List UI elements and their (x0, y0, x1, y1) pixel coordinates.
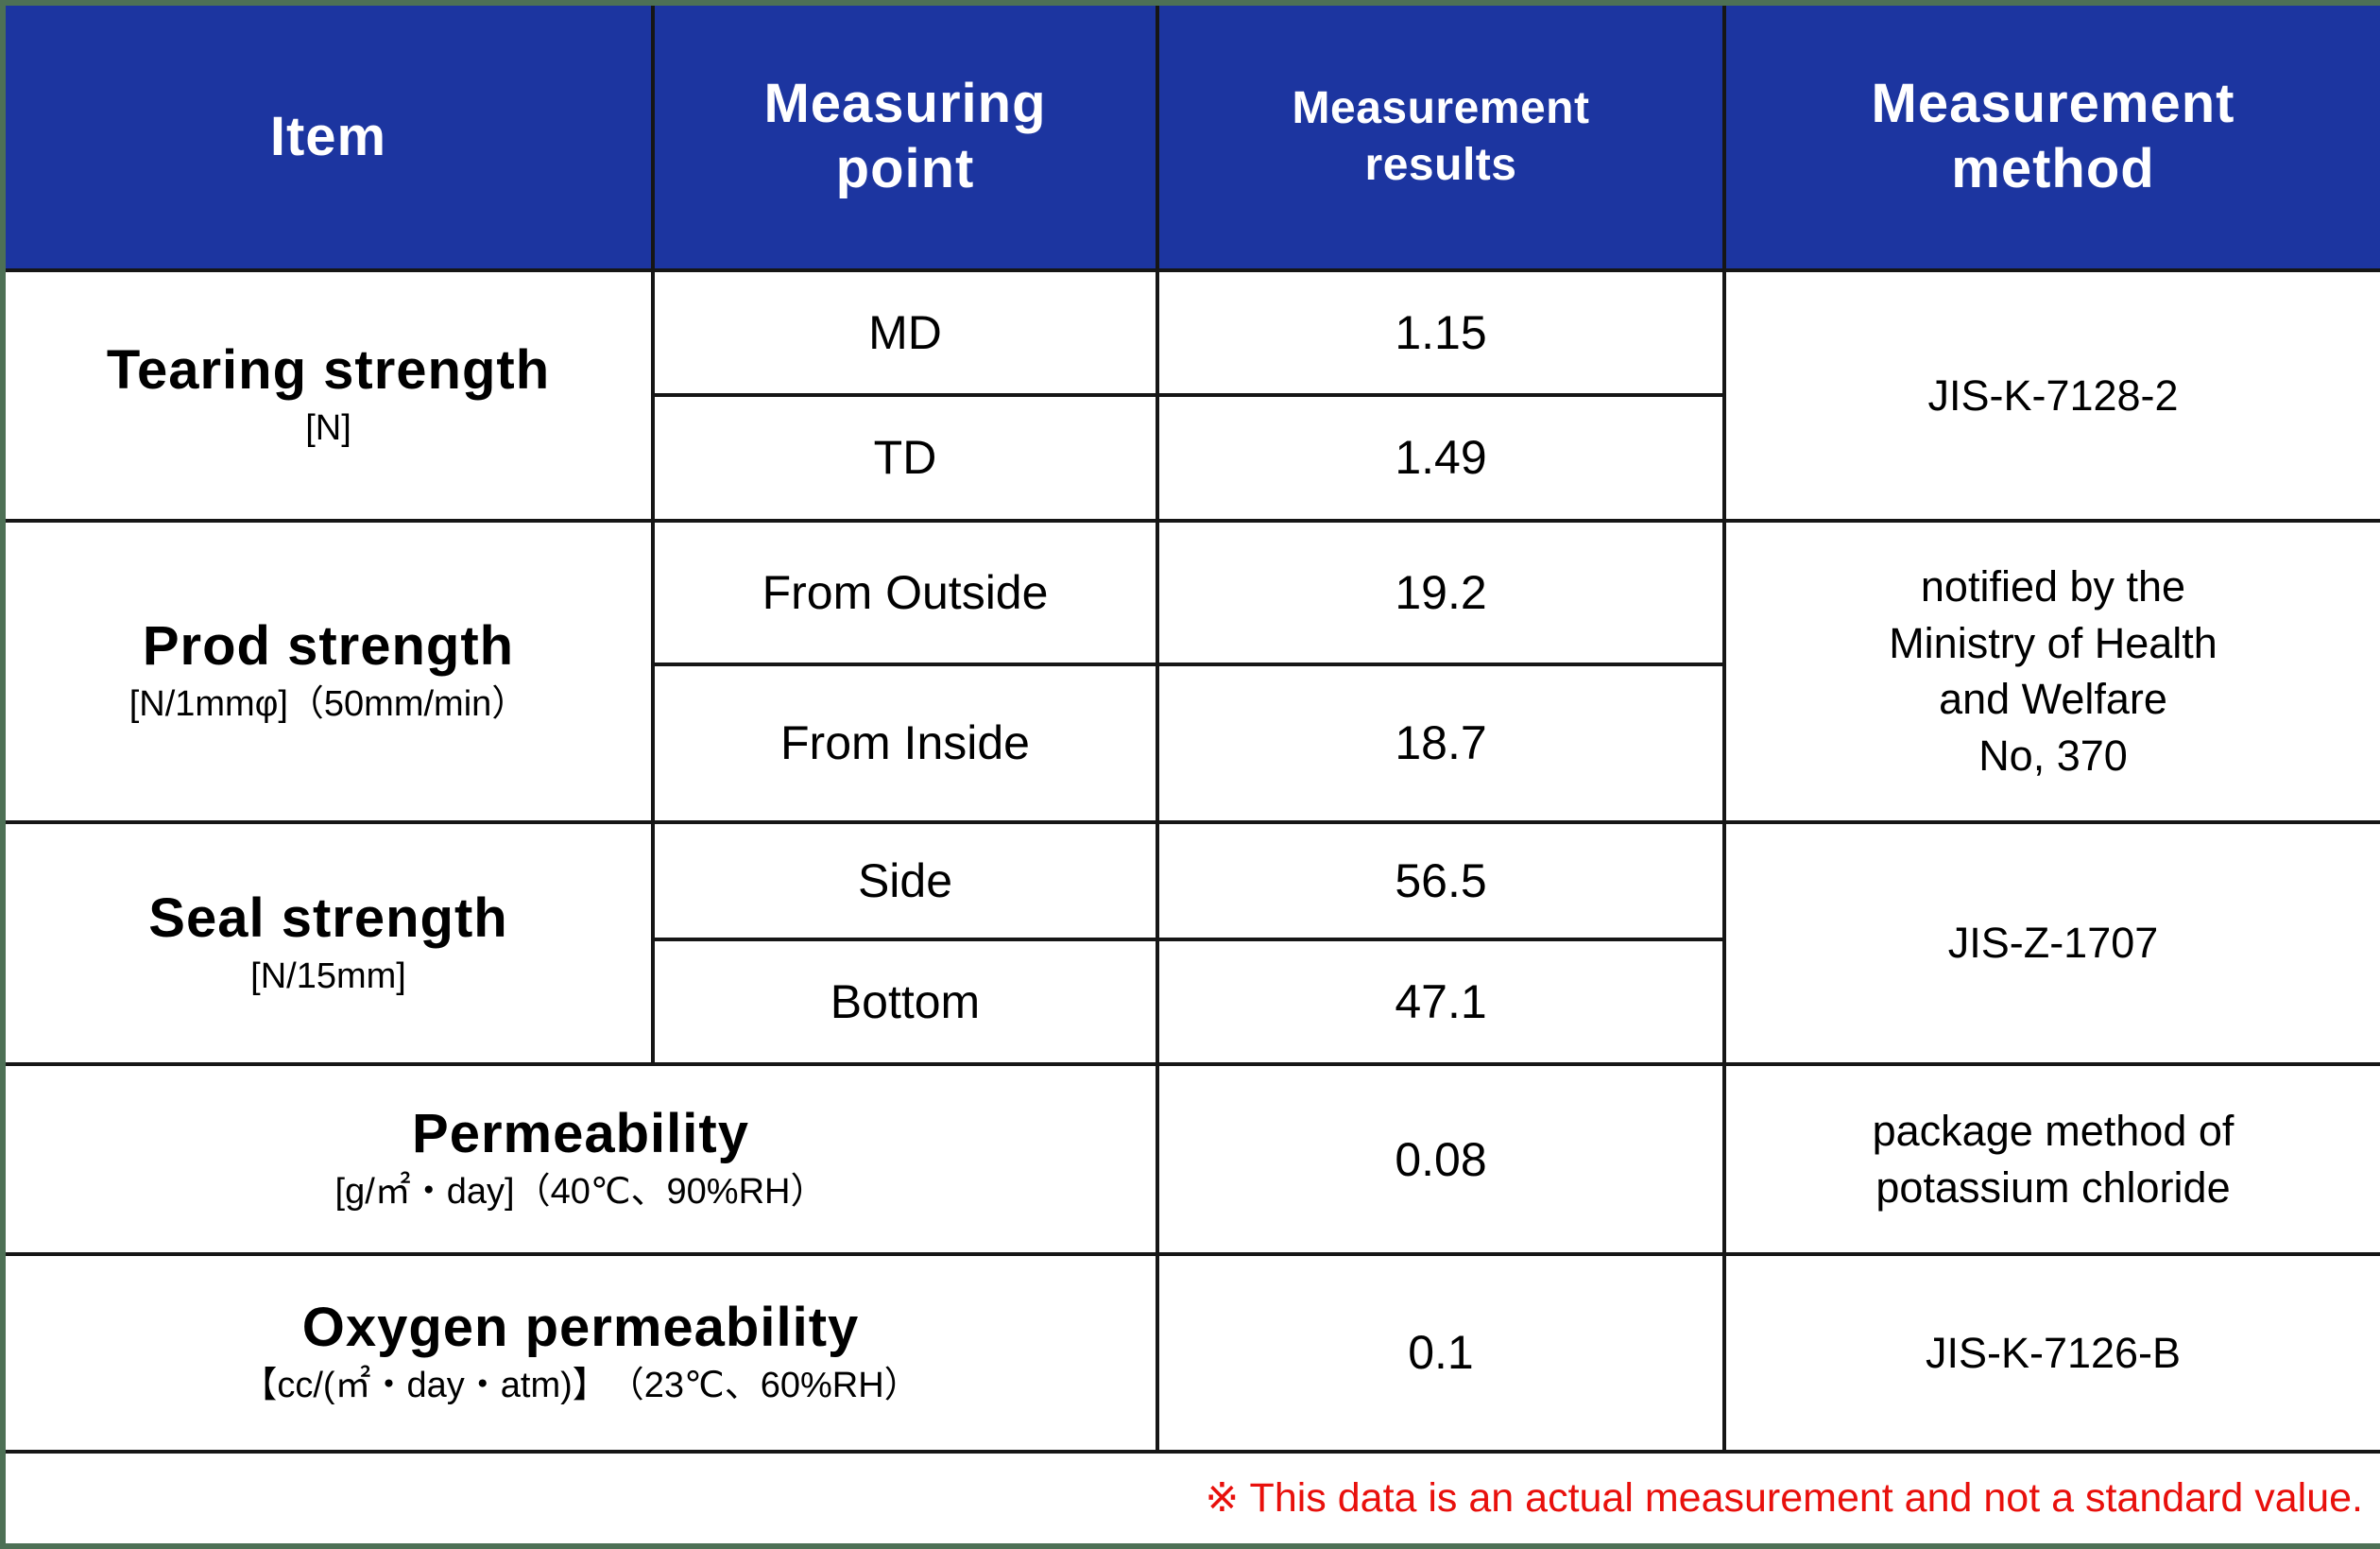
result-seal-side: 56.5 (1156, 819, 1726, 941)
table-row-tearing-td: TD 1.49 (3, 393, 2380, 523)
item-cell-tearing-strength: Tearing strength [N] (1, 267, 655, 523)
item-title: Oxygen permeability (301, 1297, 860, 1358)
result-permeability: 0.08 (1156, 1062, 1726, 1256)
item-unit: 【cc/(㎡・day・atm)】 （23℃、60%RH） (241, 1365, 920, 1405)
item-unit: [N/15mm] (250, 955, 406, 996)
measuring-point-side: Side (651, 819, 1159, 941)
method-tearing-strength: JIS-K-7128-2 (1722, 267, 2380, 523)
table-row-tearing-md: Tearing strength [N] MD 1.15 JIS-K-7128-… (1, 267, 2380, 523)
measuring-point-td: TD (651, 393, 1159, 523)
footnote-text: ※ This data is an actual measurement and… (1, 1449, 2380, 1549)
table-row-oxygen-permeability: Oxygen permeability 【cc/(㎡・day・atm)】 （23… (1, 1251, 2380, 1454)
item-title: Permeability (412, 1103, 749, 1165)
item-title: Seal strength (148, 886, 508, 949)
table-row-permeability: Permeability [g/㎡・day]（40℃、90%RH） 0.08 p… (1, 1062, 2380, 1256)
item-unit: [N] (305, 407, 351, 448)
header-row: Item Measuring point Measurement results… (1, 1, 2380, 272)
item-cell-permeability: Permeability [g/㎡・day]（40℃、90%RH） (1, 1062, 1159, 1256)
item-cell-seal-strength: Seal strength [N/15mm] (1, 819, 655, 1067)
method-seal-strength: JIS-Z-1707 (1722, 819, 2380, 1067)
measuring-point-from-inside: From Inside (651, 663, 1159, 824)
table-row-prod-inside: From Inside 18.7 (3, 663, 2380, 824)
header-measurement-results: Measurement results (1156, 1, 1726, 272)
measuring-point-from-outside: From Outside (651, 518, 1159, 667)
header-measuring-point: Measuring point (651, 1, 1159, 272)
header-item: Item (1, 1, 655, 272)
table-row-seal-side: Seal strength [N/15mm] Side 56.5 JIS-Z-1… (1, 819, 2380, 1067)
table-row-seal-bottom: Bottom 47.1 (3, 937, 2380, 1067)
item-title: Prod strength (142, 614, 515, 677)
item-cell-oxygen-permeability: Oxygen permeability 【cc/(㎡・day・atm)】 （23… (1, 1251, 1159, 1454)
result-prod-outside: 19.2 (1156, 518, 1726, 667)
result-oxygen-permeability: 0.1 (1156, 1251, 1726, 1454)
measuring-point-bottom: Bottom (651, 937, 1159, 1067)
item-title: Tearing strength (106, 338, 551, 401)
result-tearing-td: 1.49 (1156, 393, 1726, 523)
measuring-point-md: MD (651, 267, 1159, 398)
header-measurement-method: Measurement method (1722, 1, 2380, 272)
table-row-prod-outside: Prod strength [N/1mmφ]（50mm/min） From Ou… (1, 518, 2380, 824)
method-permeability: package method of potassium chloride (1722, 1062, 2380, 1256)
result-prod-inside: 18.7 (1156, 663, 1726, 824)
item-cell-prod-strength: Prod strength [N/1mmφ]（50mm/min） (1, 518, 655, 824)
result-seal-bottom: 47.1 (1156, 937, 1726, 1067)
result-tearing-md: 1.15 (1156, 267, 1726, 398)
item-unit: [g/㎡・day]（40℃、90%RH） (334, 1172, 827, 1213)
item-unit: [N/1mmφ]（50mm/min） (128, 683, 528, 724)
method-oxygen-permeability: JIS-K-7126-B (1722, 1251, 2380, 1454)
method-prod-strength: notified by the Ministry of Health and W… (1722, 518, 2380, 824)
footnote-row: ※ This data is an actual measurement and… (1, 1449, 2380, 1549)
